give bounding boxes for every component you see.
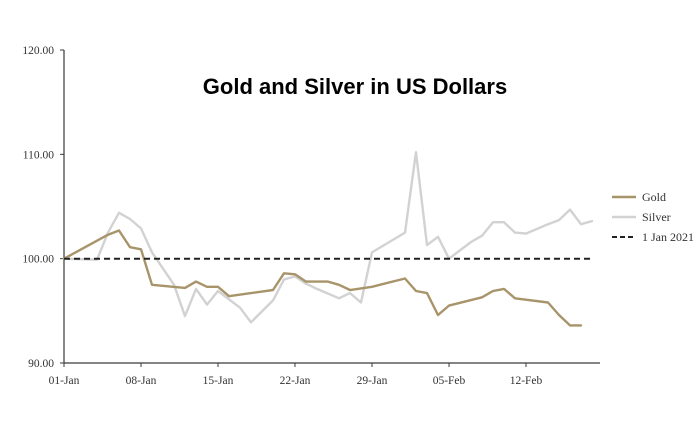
y-tick-label: 100.00 bbox=[22, 254, 54, 266]
x-tick-label: 15-Jan bbox=[203, 375, 234, 387]
legend-label-1-jan-2021: 1 Jan 2021 bbox=[642, 230, 694, 244]
x-tick-label: 05-Feb bbox=[433, 375, 466, 387]
chart-title: Gold and Silver in US Dollars bbox=[203, 74, 507, 99]
x-tick-label: 01-Jan bbox=[49, 375, 80, 387]
x-tick-label: 22-Jan bbox=[280, 375, 311, 387]
x-tick-label: 12-Feb bbox=[510, 375, 543, 387]
x-tick-label: 29-Jan bbox=[357, 375, 388, 387]
series-line-gold bbox=[62, 229, 583, 327]
series-lines bbox=[62, 150, 594, 327]
x-axis-ticks: 01-Jan 08-Jan 15-Jan 22-Jan 29-Jan 05-Feb 12-F… bbox=[49, 363, 543, 387]
x-tick-label: 08-Jan bbox=[126, 375, 157, 387]
y-axis-ticks: 90.00 100.00 110.00 120.00 bbox=[22, 45, 64, 370]
y-tick-label: 110.00 bbox=[23, 149, 54, 161]
legend: Gold Silver 1 Jan 2021 bbox=[612, 190, 694, 244]
legend-label-silver: Silver bbox=[642, 210, 671, 224]
series-line-silver bbox=[62, 150, 594, 324]
y-tick-label: 90.00 bbox=[28, 358, 54, 370]
y-tick-label: 120.00 bbox=[22, 45, 54, 57]
legend-label-gold: Gold bbox=[642, 190, 666, 204]
